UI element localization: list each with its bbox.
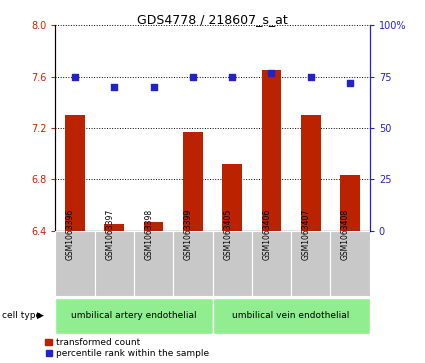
Bar bbox=[183, 132, 203, 231]
Legend: transformed count, percentile rank within the sample: transformed count, percentile rank withi… bbox=[45, 338, 209, 358]
Point bbox=[229, 74, 235, 79]
Point bbox=[268, 70, 275, 76]
Bar bbox=[94, 231, 134, 296]
Bar bbox=[134, 231, 173, 296]
Text: GSM1063398: GSM1063398 bbox=[144, 209, 153, 260]
Bar bbox=[144, 221, 163, 231]
Text: GSM1063406: GSM1063406 bbox=[263, 209, 272, 260]
Bar bbox=[262, 70, 281, 231]
Text: GSM1063408: GSM1063408 bbox=[341, 209, 350, 260]
Bar bbox=[55, 231, 94, 296]
Bar bbox=[252, 231, 291, 296]
Text: ▶: ▶ bbox=[37, 311, 44, 320]
Text: GSM1063397: GSM1063397 bbox=[105, 209, 114, 260]
Bar bbox=[212, 231, 252, 296]
Bar bbox=[331, 231, 370, 296]
Bar bbox=[301, 115, 320, 231]
Bar bbox=[65, 115, 85, 231]
Point bbox=[307, 74, 314, 79]
Point bbox=[150, 84, 157, 90]
Bar bbox=[55, 298, 212, 334]
Bar bbox=[212, 298, 370, 334]
Bar bbox=[105, 224, 124, 231]
Point bbox=[111, 84, 118, 90]
Bar bbox=[340, 175, 360, 231]
Text: GDS4778 / 218607_s_at: GDS4778 / 218607_s_at bbox=[137, 13, 288, 26]
Text: GSM1063396: GSM1063396 bbox=[66, 209, 75, 260]
Text: GSM1063405: GSM1063405 bbox=[223, 209, 232, 260]
Text: GSM1063407: GSM1063407 bbox=[302, 209, 311, 260]
Text: umbilical vein endothelial: umbilical vein endothelial bbox=[232, 311, 350, 320]
Point bbox=[190, 74, 196, 79]
Bar bbox=[173, 231, 212, 296]
Text: cell type: cell type bbox=[2, 311, 41, 320]
Bar bbox=[222, 164, 242, 231]
Text: umbilical artery endothelial: umbilical artery endothelial bbox=[71, 311, 197, 320]
Point bbox=[347, 80, 354, 86]
Bar bbox=[291, 231, 331, 296]
Text: GSM1063399: GSM1063399 bbox=[184, 209, 193, 260]
Point bbox=[71, 74, 78, 79]
